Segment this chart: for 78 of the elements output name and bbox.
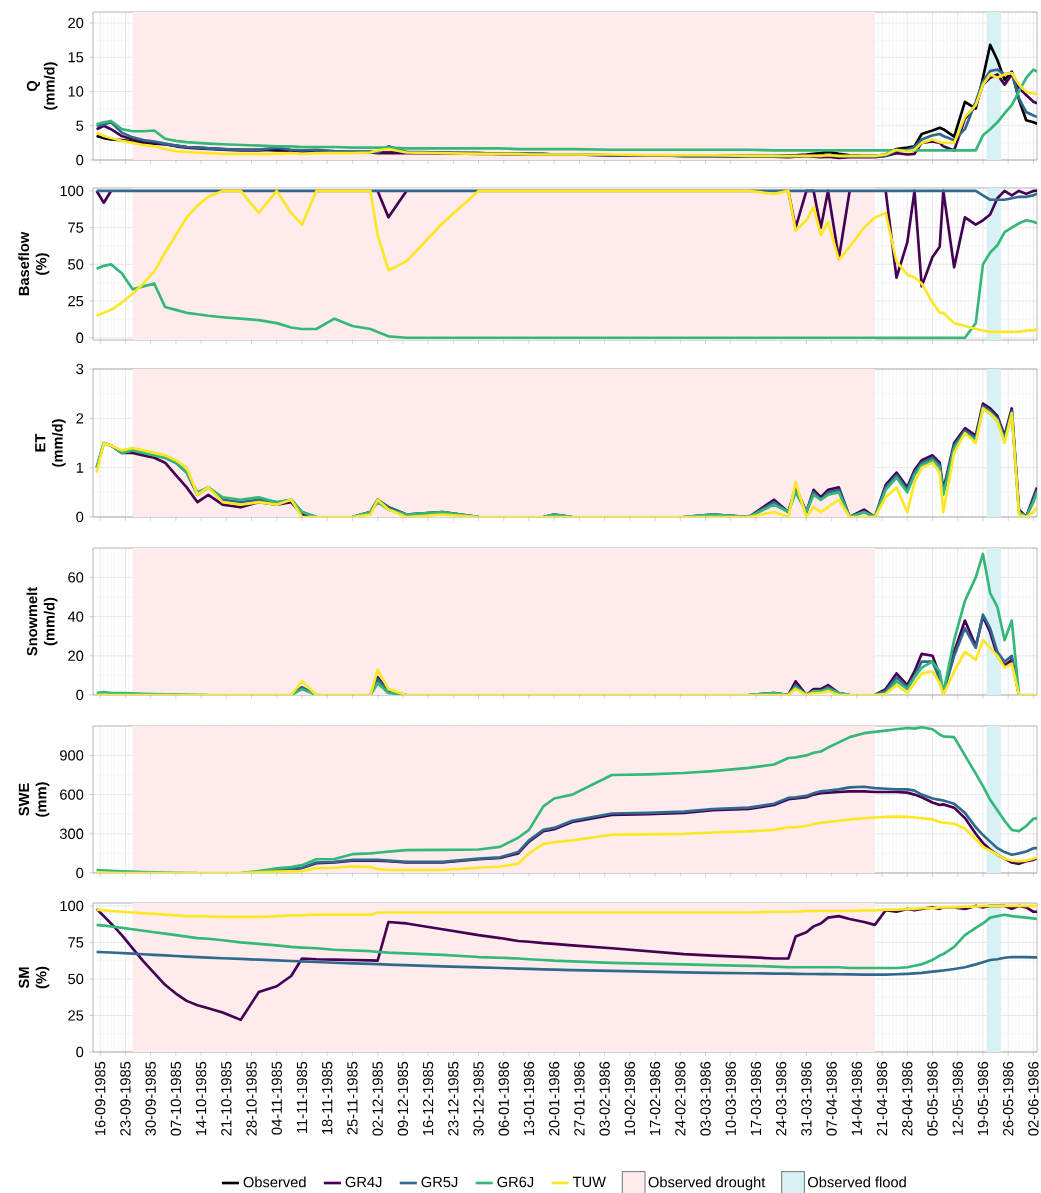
legend-label: TUW xyxy=(572,1176,606,1188)
y-tick-label: 0 xyxy=(76,332,84,343)
x-tick-label: 06-01-1986 xyxy=(498,1061,509,1136)
x-tick-label: 28-04-1986 xyxy=(902,1061,913,1136)
x-tick-label: 18-11-1985 xyxy=(322,1061,333,1134)
y-tick-label: 0 xyxy=(76,511,84,523)
y-axis-title: ET (mm/d) xyxy=(35,419,66,467)
x-tick-label: 07-10-1985 xyxy=(170,1061,182,1136)
x-tick-label: 02-12-1985 xyxy=(372,1061,383,1136)
y-tick-label: 20 xyxy=(68,17,84,29)
legend-label: Observed drought xyxy=(648,1176,766,1191)
x-tick-label: 30-12-1985 xyxy=(473,1061,484,1136)
y-axis-title: Q (mm/d) xyxy=(26,62,58,110)
x-tick-label: 23-12-1985 xyxy=(448,1061,459,1136)
y-tick-label: 3 xyxy=(76,363,84,375)
y-tick-label: 1 xyxy=(76,462,84,473)
x-tick-label: 24-03-1986 xyxy=(776,1061,787,1136)
legend-label: GR4J xyxy=(345,1176,382,1188)
y-tick-label: 25 xyxy=(68,295,84,307)
x-tick-label: 04-11-1985 xyxy=(271,1061,282,1135)
y-tick-label: 5 xyxy=(76,120,84,131)
x-tick-label: 16-12-1985 xyxy=(422,1061,434,1136)
x-tick-label: 11-11-1985 xyxy=(296,1061,308,1133)
x-tick-label: 07-04-1986 xyxy=(826,1061,837,1136)
x-tick-label: 28-10-1985 xyxy=(246,1061,257,1136)
y-tick-label: 15 xyxy=(68,52,84,63)
legend-label: Observed flood xyxy=(808,1176,906,1188)
x-tick-label: 17-02-1986 xyxy=(649,1061,661,1136)
x-tick-label: 21-10-1985 xyxy=(221,1061,232,1136)
x-tick-label: 09-12-1985 xyxy=(397,1061,409,1136)
x-tick-label: 21-04-1986 xyxy=(876,1061,888,1136)
y-tick-label: 0 xyxy=(76,154,84,166)
x-tick-label: 17-03-1986 xyxy=(750,1061,762,1136)
x-tick-label: 23-09-1985 xyxy=(120,1061,131,1136)
x-tick-label: 10-02-1986 xyxy=(624,1061,636,1136)
y-tick-label: 300 xyxy=(59,828,84,839)
y-tick-label: 100 xyxy=(60,185,84,197)
legend-label: GR5J xyxy=(421,1176,458,1188)
x-tick-label: 30-09-1985 xyxy=(145,1061,156,1136)
y-tick-label: 0 xyxy=(76,1046,84,1058)
y-tick-label: 10 xyxy=(68,86,84,97)
x-tick-label: 10-03-1986 xyxy=(725,1061,736,1136)
y-tick-label: 0 xyxy=(76,689,84,701)
x-tick-label: 27-01-1986 xyxy=(574,1061,585,1136)
x-tick-label: 14-10-1985 xyxy=(195,1061,207,1136)
x-tick-label: 16-09-1985 xyxy=(95,1061,106,1136)
x-tick-label: 26-05-1986 xyxy=(1003,1061,1014,1136)
x-tick-label: 19-05-1986 xyxy=(977,1061,989,1136)
y-tick-label: 60 xyxy=(68,572,84,583)
x-tick-label: 13-01-1986 xyxy=(523,1061,535,1136)
x-tick-label: 12-05-1986 xyxy=(952,1061,963,1136)
legend-label: GR6J xyxy=(497,1176,534,1188)
legend-label: Observed xyxy=(243,1176,306,1188)
x-tick-label: 20-01-1986 xyxy=(549,1061,560,1136)
y-tick-label: 0 xyxy=(76,867,84,879)
y-axis-title: SWE (mm) xyxy=(18,782,50,817)
y-tick-label: 20 xyxy=(68,650,84,661)
x-tick-label: 14-04-1986 xyxy=(851,1061,863,1136)
y-tick-label: 600 xyxy=(60,789,84,800)
y-tick-label: 50 xyxy=(68,259,84,270)
y-tick-label: 900 xyxy=(60,750,84,761)
y-tick-label: 75 xyxy=(68,222,84,233)
y-axis-title: SM (%) xyxy=(18,966,50,989)
x-tick-label: 03-02-1986 xyxy=(599,1061,610,1136)
x-tick-label: 24-02-1986 xyxy=(675,1061,686,1136)
x-tick-label: 02-06-1986 xyxy=(1028,1061,1039,1136)
x-tick-label: 05-05-1986 xyxy=(927,1061,938,1136)
y-tick-label: 25 xyxy=(68,1010,84,1021)
y-tick-label: 50 xyxy=(68,973,84,985)
x-tick-label: 25-11-1985 xyxy=(347,1061,358,1135)
y-tick-label: 40 xyxy=(67,611,84,622)
x-tick-label: 31-03-1986 xyxy=(801,1061,812,1136)
x-tick-label: 03-03-1986 xyxy=(700,1061,711,1136)
y-tick-label: 75 xyxy=(68,937,84,948)
y-axis-title: Snowmelt (mm/d) xyxy=(26,587,58,656)
y-tick-label: 2 xyxy=(76,413,84,424)
y-axis-title: Baseflow (%) xyxy=(18,231,50,296)
y-tick-label: 100 xyxy=(60,900,84,912)
